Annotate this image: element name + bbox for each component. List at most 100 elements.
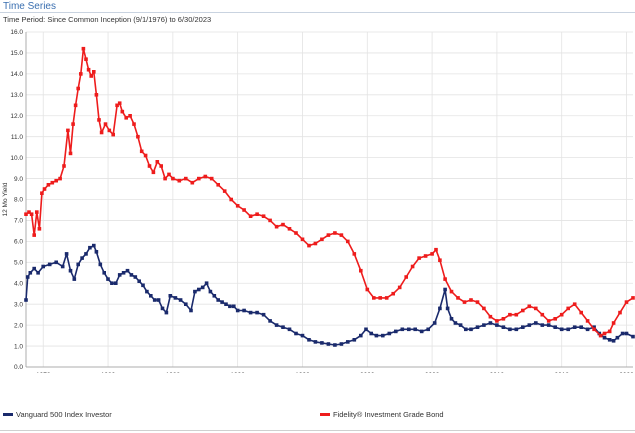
data-point-vanguard xyxy=(592,325,596,329)
data-point-vanguard xyxy=(579,325,583,329)
data-point-fidelity xyxy=(62,164,66,168)
data-point-fidelity xyxy=(89,74,93,78)
data-point-fidelity xyxy=(618,310,622,315)
data-point-vanguard xyxy=(28,271,33,275)
legend-label-fidelity: Fidelity® Investment Grade Bond xyxy=(333,410,444,419)
data-point-vanguard xyxy=(137,279,141,283)
data-point-fidelity xyxy=(132,122,136,126)
data-point-fidelity xyxy=(397,285,402,290)
data-point-vanguard xyxy=(114,281,118,285)
data-point-fidelity xyxy=(216,183,220,187)
y-tick-label: 16.0 xyxy=(10,29,23,36)
data-point-fidelity xyxy=(430,252,434,256)
data-point-fidelity xyxy=(501,317,506,321)
data-point-vanguard xyxy=(197,287,201,292)
data-point-fidelity xyxy=(117,101,122,105)
data-point-vanguard xyxy=(631,334,635,339)
data-point-fidelity xyxy=(372,296,376,300)
series-line-fidelity xyxy=(25,48,634,337)
data-point-fidelity xyxy=(540,312,545,317)
data-point-fidelity xyxy=(384,296,389,300)
data-point-fidelity xyxy=(469,298,473,302)
data-point-fidelity xyxy=(307,243,311,248)
data-point-fidelity xyxy=(229,197,233,202)
data-point-fidelity xyxy=(163,176,167,181)
y-axis-label: 12 Mo Yield xyxy=(2,182,9,216)
data-point-vanguard xyxy=(64,252,69,256)
data-point-fidelity xyxy=(410,264,415,269)
data-point-fidelity xyxy=(242,208,246,212)
data-point-vanguard xyxy=(287,327,292,332)
data-point-vanguard xyxy=(426,327,430,332)
data-point-vanguard xyxy=(156,298,161,302)
y-tick-label: 7.0 xyxy=(14,218,23,225)
data-point-fidelity xyxy=(66,128,70,133)
data-point-fidelity xyxy=(209,176,214,181)
data-point-fidelity xyxy=(184,176,188,181)
data-point-vanguard xyxy=(369,331,373,336)
data-point-vanguard xyxy=(41,264,45,269)
x-tick-label: 2018 xyxy=(554,372,569,373)
data-point-fidelity xyxy=(607,329,612,334)
data-point-vanguard xyxy=(352,338,357,342)
data-point-fidelity xyxy=(139,149,144,154)
data-point-fidelity xyxy=(115,103,119,108)
data-point-fidelity xyxy=(434,247,438,252)
y-tick-label: 3.0 xyxy=(14,301,23,308)
data-point-fidelity xyxy=(521,308,525,313)
legend-item-vanguard[interactable]: Vanguard 500 Index Investor xyxy=(3,410,112,419)
data-point-vanguard xyxy=(189,308,193,313)
data-point-vanguard xyxy=(106,277,110,281)
data-point-fidelity xyxy=(24,212,28,216)
data-point-vanguard xyxy=(178,298,183,302)
data-point-vanguard xyxy=(145,289,149,294)
data-point-vanguard xyxy=(24,298,28,302)
data-point-vanguard xyxy=(84,252,88,256)
data-point-vanguard xyxy=(117,273,122,277)
data-point-fidelity xyxy=(92,70,96,74)
data-point-fidelity xyxy=(103,122,108,126)
data-point-fidelity xyxy=(320,237,324,242)
data-point-vanguard xyxy=(387,331,392,336)
data-point-vanguard xyxy=(32,266,36,271)
data-point-vanguard xyxy=(242,308,246,313)
data-point-fidelity xyxy=(585,319,590,323)
data-point-vanguard xyxy=(346,340,350,344)
data-point-fidelity xyxy=(602,331,607,336)
legend-item-fidelity[interactable]: Fidelity® Investment Grade Bond xyxy=(320,410,444,419)
data-point-fidelity xyxy=(346,239,350,244)
data-point-vanguard xyxy=(320,341,324,345)
data-point-fidelity xyxy=(631,296,635,300)
title-divider xyxy=(0,12,635,13)
data-point-vanguard xyxy=(359,333,363,338)
series-line-vanguard xyxy=(25,244,634,346)
data-point-vanguard xyxy=(300,333,305,338)
data-point-fidelity xyxy=(261,214,266,218)
data-point-vanguard xyxy=(281,325,285,329)
data-point-vanguard xyxy=(394,329,398,334)
data-point-fidelity xyxy=(281,222,285,227)
data-point-fidelity xyxy=(111,132,115,137)
data-point-fidelity xyxy=(97,118,101,122)
data-point-vanguard xyxy=(333,343,337,347)
data-point-fidelity xyxy=(203,174,208,179)
data-point-fidelity xyxy=(37,227,42,231)
data-point-fidelity xyxy=(553,317,557,321)
data-point-fidelity xyxy=(128,114,132,118)
data-point-vanguard xyxy=(121,271,126,275)
y-tick-label: 14.0 xyxy=(10,71,23,78)
y-tick-label: 15.0 xyxy=(10,50,23,57)
panel-title: Time Series xyxy=(3,1,56,12)
data-point-fidelity xyxy=(222,189,227,193)
data-point-vanguard xyxy=(381,333,385,338)
data-point-fidelity xyxy=(449,289,454,294)
data-point-vanguard xyxy=(449,317,454,321)
data-point-fidelity xyxy=(566,306,570,311)
data-point-fidelity xyxy=(136,134,140,139)
data-point-vanguard xyxy=(413,327,417,332)
data-point-fidelity xyxy=(624,300,629,304)
data-point-fidelity xyxy=(438,258,442,262)
data-point-vanguard xyxy=(228,304,232,309)
data-point-fidelity xyxy=(365,287,370,292)
legend-label-vanguard: Vanguard 500 Index Investor xyxy=(16,410,112,419)
